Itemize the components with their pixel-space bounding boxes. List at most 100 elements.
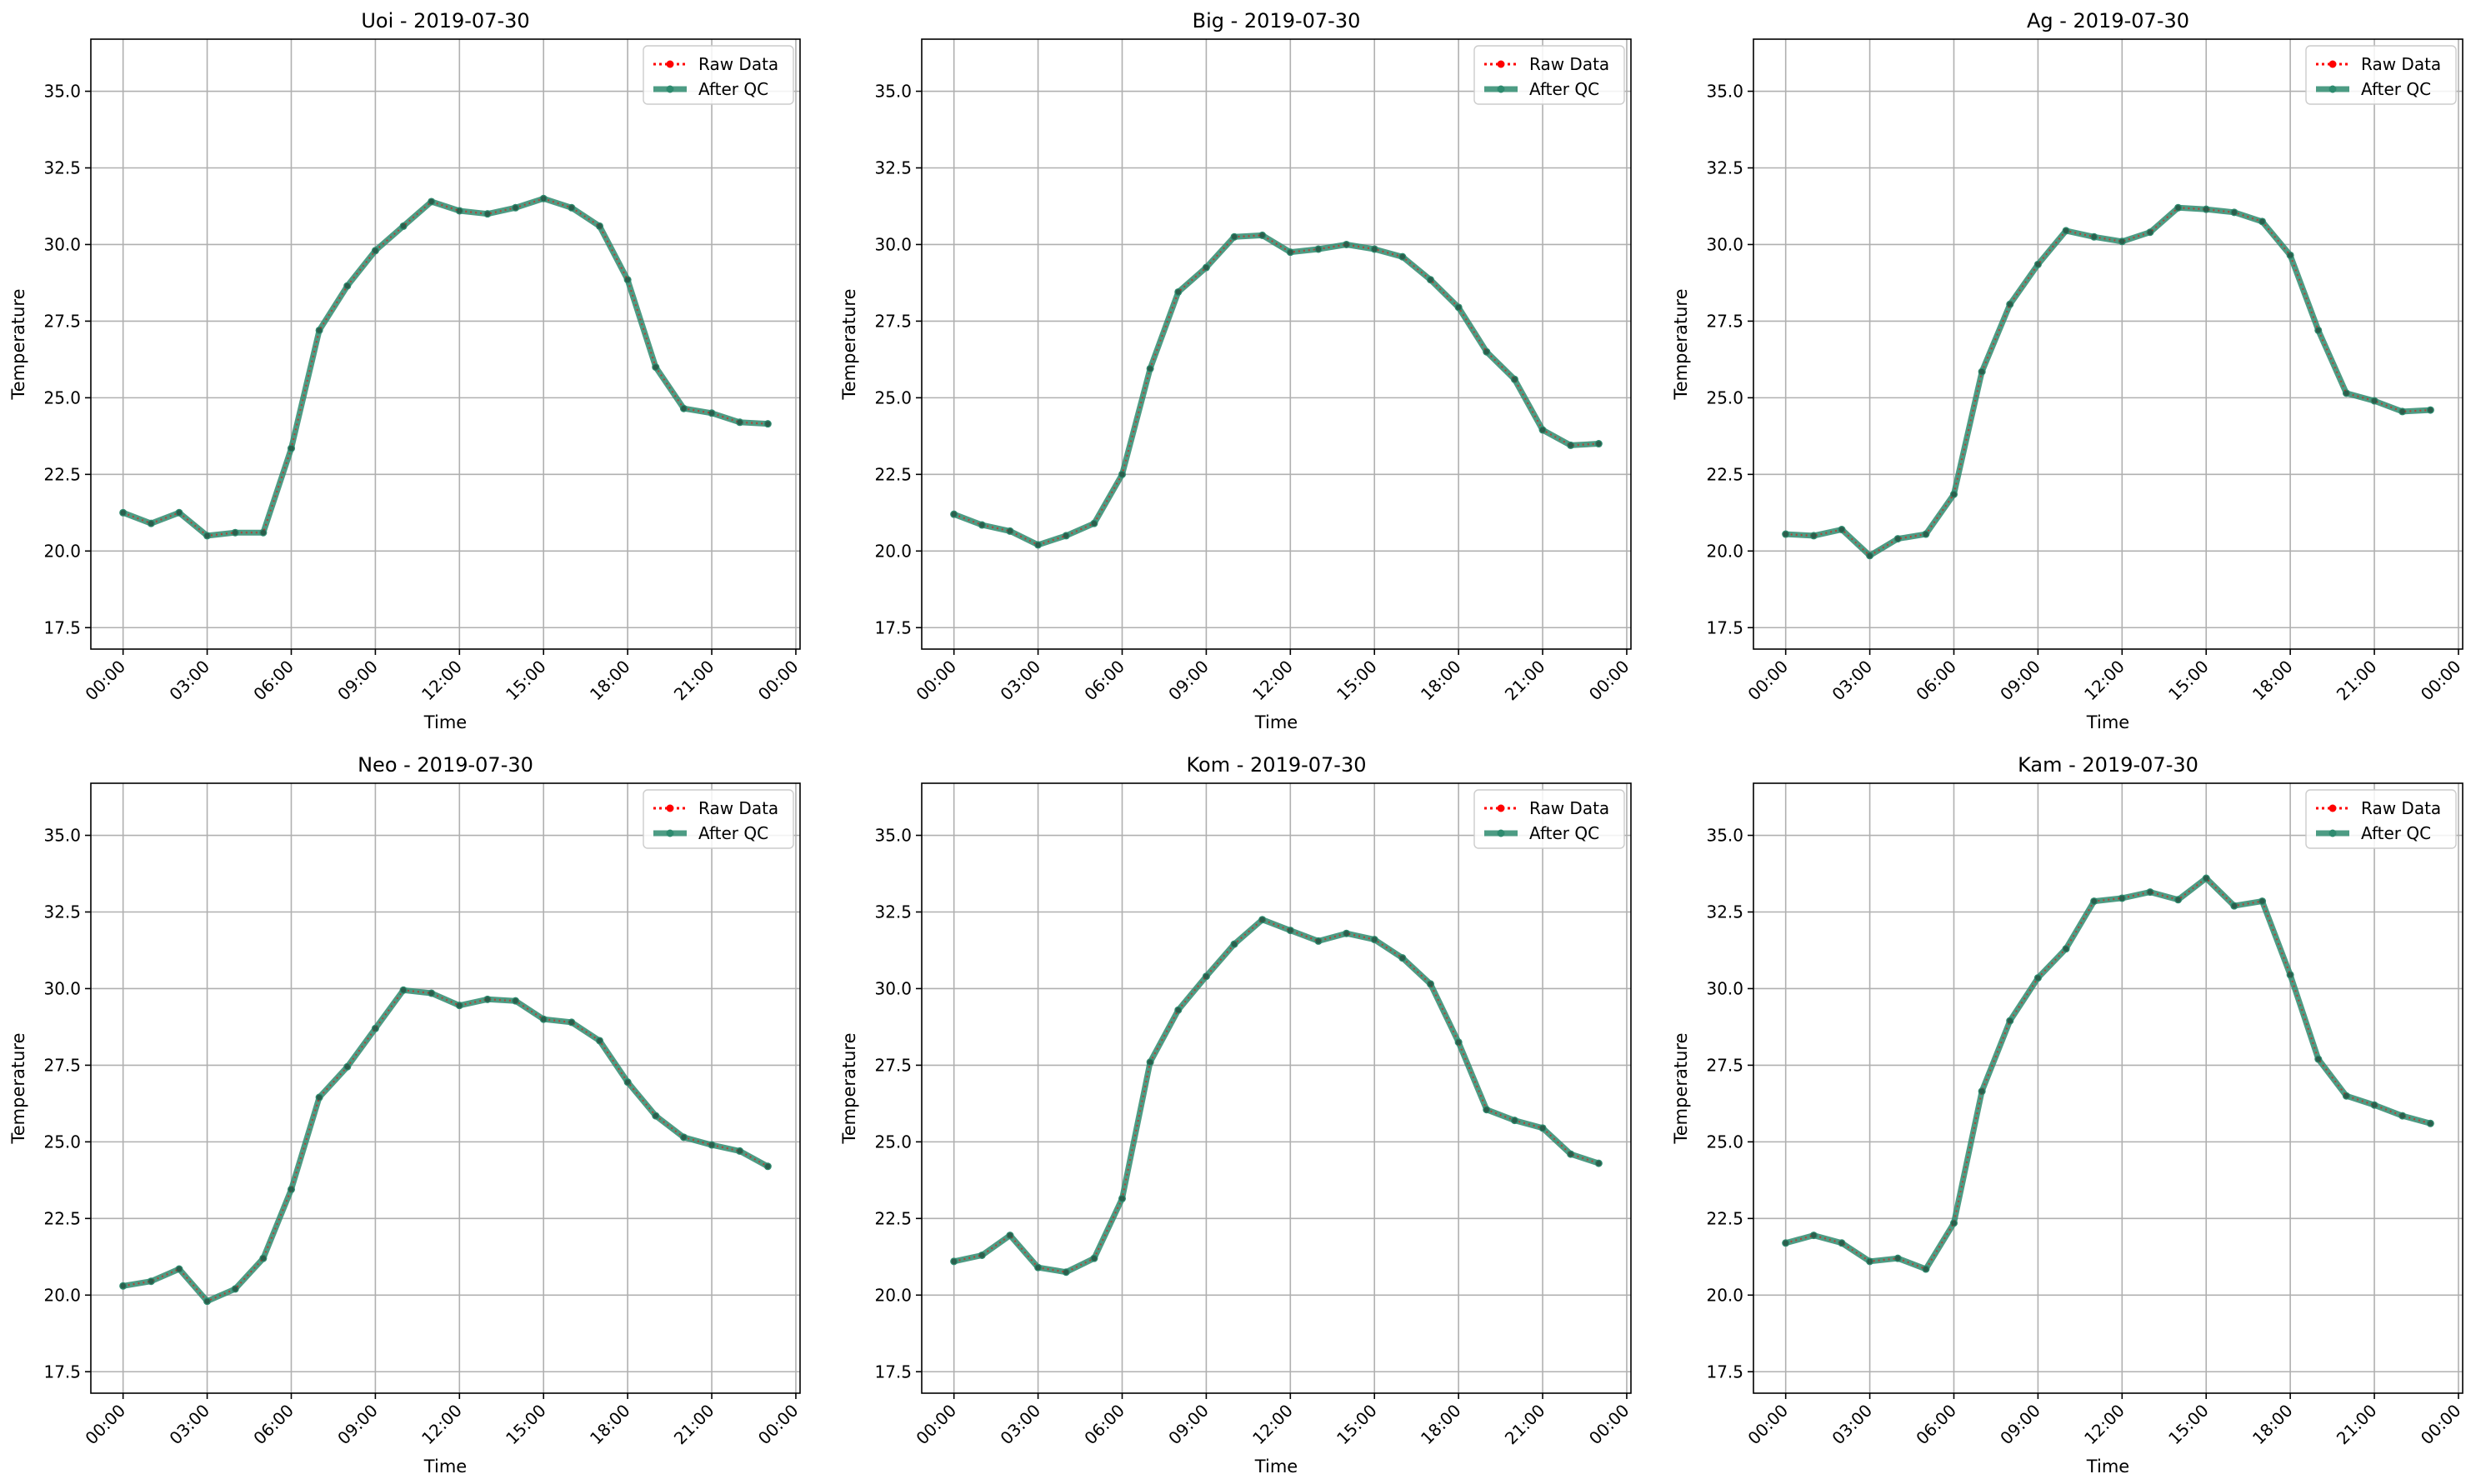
x-tick-label: 09:00: [333, 657, 382, 705]
axes-frame: [921, 38, 1632, 650]
y-tick-label: 30.0: [1706, 234, 1743, 254]
y-axis-label: Temperature: [1671, 1032, 1691, 1144]
chart-panel-4: 00:00 03:00 06:00 09:00 12:00 15:00 18:00 21:00…: [839, 753, 1633, 1477]
raw-point: [1007, 528, 1013, 534]
raw-point: [2315, 327, 2321, 333]
raw-point: [2428, 407, 2433, 413]
y-tick-label: 17.5: [1706, 617, 1743, 637]
plot-area: [91, 39, 800, 649]
x-tick-label: 18:00: [1417, 657, 1465, 705]
x-axis-label: Time: [1254, 1457, 1298, 1477]
x-tick-label: 00:00: [2417, 1401, 2465, 1449]
raw-point: [1596, 1160, 1602, 1167]
raw-point: [624, 277, 631, 282]
raw-point: [2259, 898, 2265, 904]
raw-point: [1455, 304, 1462, 311]
y-tick-label: 17.5: [43, 617, 81, 637]
y-tick-label: 30.0: [43, 234, 81, 254]
plot-area: [91, 783, 800, 1393]
y-tick-label: 22.5: [874, 464, 912, 484]
legend-qc-label: After QC: [698, 79, 768, 99]
raw-point: [1483, 348, 1489, 355]
raw-point: [653, 1112, 658, 1119]
y-tick-label: 32.5: [43, 157, 81, 177]
raw-point: [568, 1019, 575, 1026]
y-tick-label: 25.0: [43, 1132, 81, 1152]
y-axis-label: Temperature: [1671, 288, 1691, 400]
axes-frame: [1753, 782, 2463, 1394]
legend: Raw Data After QC: [2305, 789, 2457, 849]
legend-raw-marker: [1497, 804, 1505, 812]
x-tick-label: 00:00: [912, 1401, 960, 1449]
raw-point: [1867, 1258, 1873, 1265]
raw-point: [1428, 981, 1433, 987]
raw-point: [1783, 531, 1788, 537]
legend-raw-marker: [666, 804, 674, 812]
raw-point: [681, 406, 687, 412]
x-axis-label: Time: [423, 1457, 467, 1477]
y-tick-label: 35.0: [43, 826, 81, 846]
raw-point: [737, 419, 743, 425]
raw-point: [288, 445, 294, 452]
raw-point: [1063, 532, 1069, 539]
raw-point: [1288, 249, 1293, 255]
legend-qc-marker: [666, 85, 674, 93]
x-tick-label: 21:00: [1501, 1401, 1549, 1449]
series-raw-line: [123, 989, 768, 1302]
x-tick-label: 21:00: [2333, 657, 2381, 705]
x-tick-label: 00:00: [754, 1401, 803, 1449]
raw-point: [1259, 917, 1265, 922]
y-tick-label: 25.0: [1706, 387, 1743, 407]
x-tick-label: 06:00: [1912, 1401, 1960, 1449]
chart-title: Kam - 2019-07-30: [2018, 753, 2198, 777]
y-tick-label: 20.0: [1706, 541, 1743, 561]
raw-point: [2231, 902, 2238, 909]
x-tick-label: 09:00: [1996, 657, 2044, 705]
x-tick-label: 06:00: [249, 1401, 298, 1449]
legend-qc-marker: [1497, 85, 1505, 93]
x-tick-label: 12:00: [1248, 1401, 1297, 1449]
raw-point: [1811, 1232, 1817, 1238]
raw-point: [457, 207, 463, 214]
raw-point: [2399, 1112, 2405, 1119]
x-tick-label: 15:00: [502, 1401, 550, 1449]
raw-point: [1315, 246, 1322, 252]
raw-point: [1867, 552, 1873, 559]
x-tick-label: 03:00: [165, 1401, 213, 1449]
raw-point: [2175, 205, 2181, 211]
y-tick-label: 25.0: [874, 387, 912, 407]
raw-point: [148, 520, 154, 527]
chart-panel-2: 00:00 03:00 06:00 09:00 12:00 15:00 18:00 21:00…: [1671, 9, 2464, 732]
x-tick-label: 06:00: [1080, 657, 1128, 705]
raw-point: [484, 997, 491, 1002]
raw-point: [1811, 532, 1817, 539]
raw-point: [1091, 1255, 1098, 1262]
y-tick-label: 35.0: [1706, 826, 1743, 846]
x-tick-label: 21:00: [670, 657, 718, 705]
x-tick-label: 12:00: [2080, 657, 2128, 705]
raw-point: [1231, 941, 1238, 947]
raw-point: [2119, 238, 2125, 244]
raw-point: [484, 211, 491, 217]
x-tick-label: 09:00: [1164, 657, 1213, 705]
legend-qc-label: After QC: [2361, 823, 2431, 843]
raw-point: [1035, 1264, 1041, 1271]
raw-point: [2063, 227, 2069, 234]
raw-point: [1428, 277, 1433, 282]
raw-point: [260, 530, 267, 536]
x-tick-label: 15:00: [1333, 1401, 1381, 1449]
y-tick-label: 27.5: [1706, 1055, 1743, 1075]
raw-point: [1119, 1196, 1125, 1202]
raw-point: [2091, 234, 2097, 240]
raw-point: [2287, 972, 2293, 978]
chart-title: Big - 2019-07-30: [1193, 9, 1361, 32]
raw-point: [597, 1037, 603, 1044]
raw-point: [1539, 427, 1546, 433]
x-tick-label: 00:00: [1743, 1401, 1792, 1449]
raw-point: [1175, 289, 1181, 295]
x-tick-label: 00:00: [2417, 657, 2465, 705]
raw-point: [1483, 1107, 1489, 1112]
raw-point: [1119, 472, 1125, 477]
legend-raw-marker: [1497, 60, 1505, 68]
